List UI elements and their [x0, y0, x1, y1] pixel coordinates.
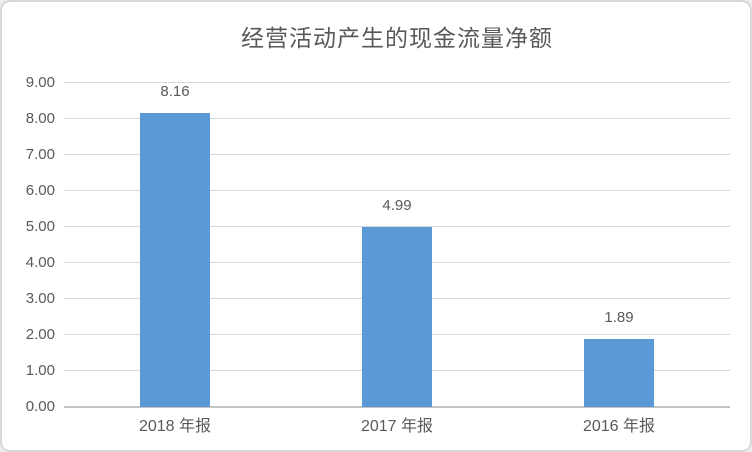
bar	[362, 227, 432, 407]
x-category-label: 2018 年报	[138, 418, 212, 435]
y-tick-label: 6.00	[25, 182, 55, 199]
plot-area: 8.16 4.99 1.89	[64, 82, 730, 408]
gridline	[64, 154, 730, 155]
gridline	[64, 118, 730, 119]
y-tick-label: 8.00	[25, 110, 55, 127]
bar	[584, 339, 654, 407]
y-tick-label: 9.00	[25, 74, 55, 91]
y-tick-label: 4.00	[25, 254, 55, 271]
y-tick-label: 7.00	[25, 146, 55, 163]
bar	[140, 113, 210, 407]
chart-title: 经营活动产生的现金流量净额	[241, 25, 553, 51]
bar-value-label: 4.99	[382, 197, 412, 214]
gridline	[64, 82, 730, 83]
gridline	[64, 226, 730, 227]
gridline	[64, 190, 730, 191]
x-category-label: 2016 年报	[582, 418, 656, 435]
x-axis-labels: 2018 年报 2017 年报 2016 年报	[64, 416, 730, 438]
y-tick-label: 2.00	[25, 326, 55, 343]
y-tick-label: 1.00	[25, 362, 55, 379]
y-axis-labels: 0.00 1.00 2.00 3.00 4.00 5.00 6.00 7.00 8.00 9.00	[2, 74, 55, 415]
x-axis-line	[64, 406, 730, 408]
y-tick-label: 3.00	[25, 290, 55, 307]
x-category-label: 2017 年报	[360, 418, 434, 435]
bar-value-label: 1.89	[604, 309, 634, 326]
y-tick-label: 0.00	[25, 398, 55, 415]
y-tick-label: 5.00	[25, 218, 55, 235]
bar-value-label: 8.16	[160, 83, 190, 100]
